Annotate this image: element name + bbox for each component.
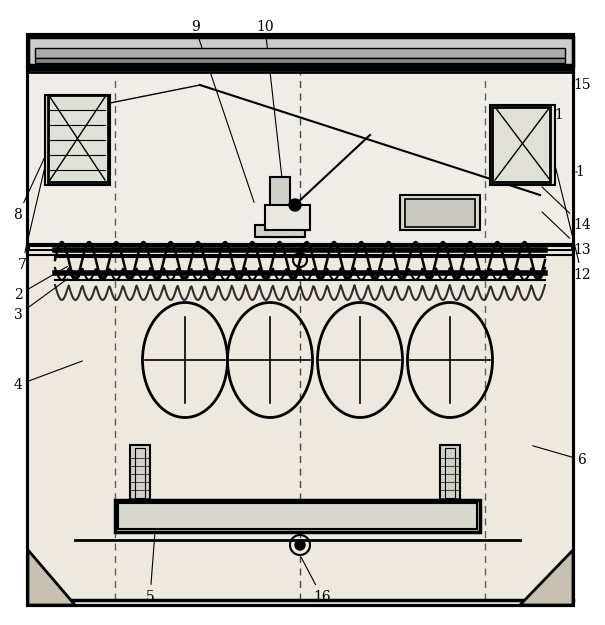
Bar [270, 177, 290, 237]
Bar [490, 105, 555, 185]
Bar [400, 195, 480, 230]
Bar [28, 37, 573, 65]
Text: 5: 5 [146, 535, 155, 604]
Text: 3: 3 [14, 279, 68, 322]
Text: 15: 15 [573, 72, 591, 92]
Bar [35, 58, 565, 63]
Bar [255, 225, 305, 237]
Bar [28, 250, 573, 605]
Text: 1: 1 [575, 165, 584, 179]
Text: 12: 12 [555, 168, 591, 282]
Bar [28, 70, 573, 245]
Bar [48, 95, 108, 182]
Bar [265, 205, 310, 230]
Bar [118, 503, 477, 529]
Bar [45, 95, 110, 185]
Bar [445, 448, 455, 498]
Bar [35, 48, 565, 58]
Bar [492, 107, 550, 182]
Text: 10: 10 [256, 20, 285, 203]
Text: 7: 7 [18, 148, 50, 272]
Circle shape [295, 540, 305, 550]
Polygon shape [28, 550, 75, 605]
Text: 2: 2 [14, 266, 68, 302]
Text: 16: 16 [301, 558, 331, 604]
Bar [405, 199, 475, 227]
Bar [135, 448, 145, 498]
Circle shape [289, 199, 301, 211]
Polygon shape [520, 550, 573, 605]
Text: 13: 13 [542, 212, 591, 257]
Text: 11: 11 [503, 108, 564, 124]
Text: 6: 6 [532, 446, 586, 467]
Text: 9: 9 [191, 20, 254, 203]
Text: 4: 4 [13, 361, 82, 392]
Text: 8: 8 [14, 138, 54, 222]
Bar [115, 500, 480, 532]
Bar [440, 445, 460, 500]
Bar [130, 445, 150, 500]
Text: 14: 14 [542, 187, 591, 232]
